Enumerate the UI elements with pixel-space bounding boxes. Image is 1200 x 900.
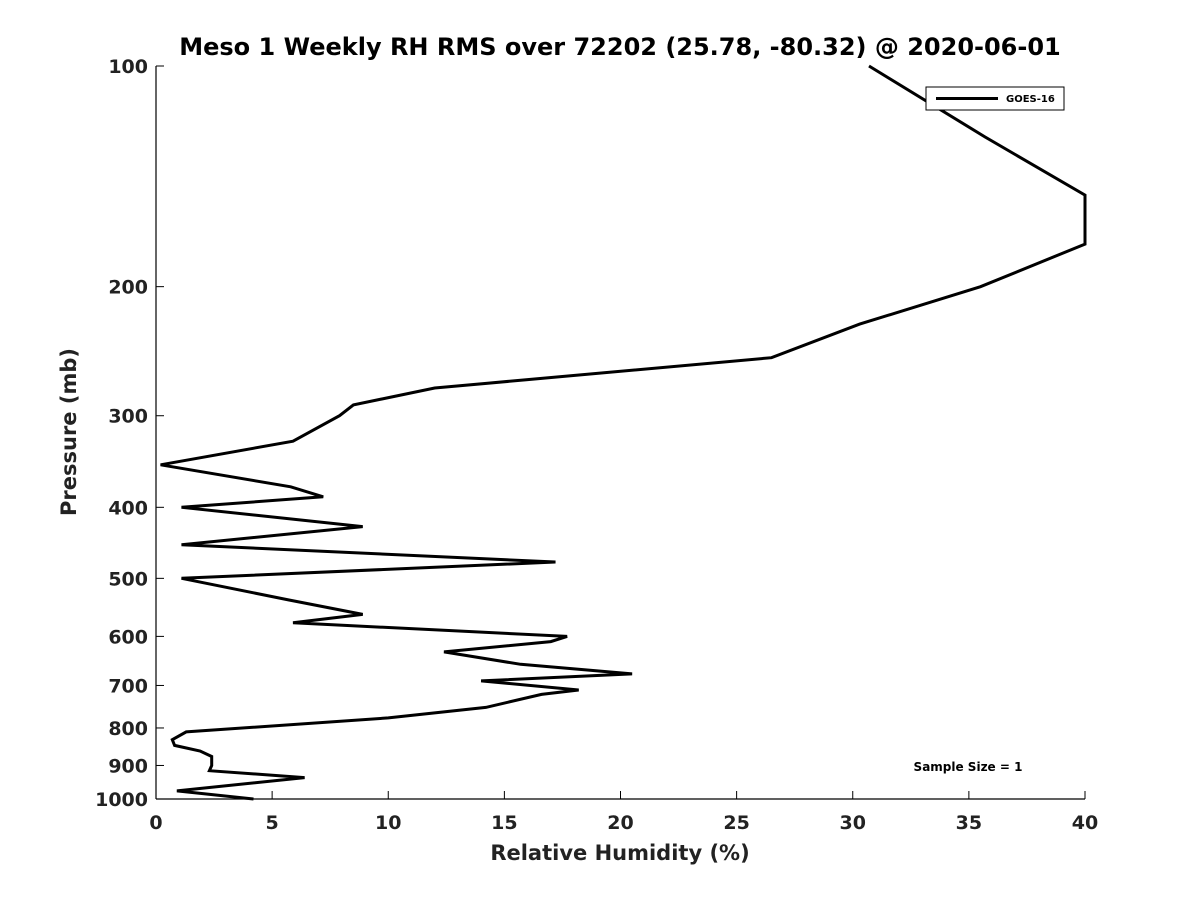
y-tick-label: 300 <box>108 406 148 428</box>
plot-area <box>155 66 1085 800</box>
y-tick-label: 400 <box>108 497 148 519</box>
x-tick-label: 0 <box>149 812 162 834</box>
x-tick-label: 15 <box>491 812 517 834</box>
y-tick-label: 700 <box>108 675 148 697</box>
legend-label-goes-16: GOES-16 <box>1006 94 1055 105</box>
y-tick-label: 1000 <box>95 789 148 811</box>
x-tick-label: 35 <box>956 812 982 834</box>
x-tick-label: 40 <box>1072 812 1098 834</box>
series-group <box>160 64 1087 801</box>
series-line-goes-16 <box>160 64 1087 801</box>
x-tick-label: 20 <box>607 812 633 834</box>
y-tick-label: 900 <box>108 755 148 777</box>
y-tick-group: 100 200 300 400 500 600 700 800 900 1000 <box>95 56 164 811</box>
sample-size-annotation: Sample Size = 1 <box>914 760 1023 774</box>
y-tick-label: 800 <box>108 718 148 740</box>
y-tick-label: 500 <box>108 568 148 590</box>
chart-title: Meso 1 Weekly RH RMS over 72202 (25.78, … <box>179 33 1061 61</box>
y-tick-label: 200 <box>108 277 148 299</box>
x-tick-group: 0 5 10 15 20 25 30 35 40 <box>149 791 1098 834</box>
x-axis-label: Relative Humidity (%) <box>490 841 749 865</box>
x-tick-label: 30 <box>840 812 866 834</box>
y-tick-label: 100 <box>108 56 148 78</box>
x-tick-label: 10 <box>375 812 401 834</box>
x-tick-label: 25 <box>723 812 749 834</box>
x-tick-label: 5 <box>266 812 279 834</box>
legend: GOES-16 <box>925 86 1065 111</box>
y-axis-label: Pressure (mb) <box>57 348 81 516</box>
y-tick-label: 600 <box>108 626 148 648</box>
